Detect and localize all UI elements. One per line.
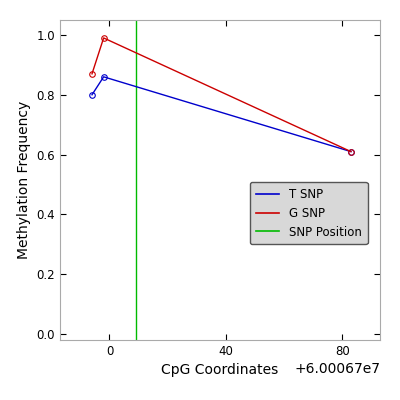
X-axis label: CpG Coordinates: CpG Coordinates <box>161 364 279 378</box>
Y-axis label: Methylation Frequency: Methylation Frequency <box>17 101 31 259</box>
Legend: T SNP, G SNP, SNP Position: T SNP, G SNP, SNP Position <box>250 182 368 244</box>
